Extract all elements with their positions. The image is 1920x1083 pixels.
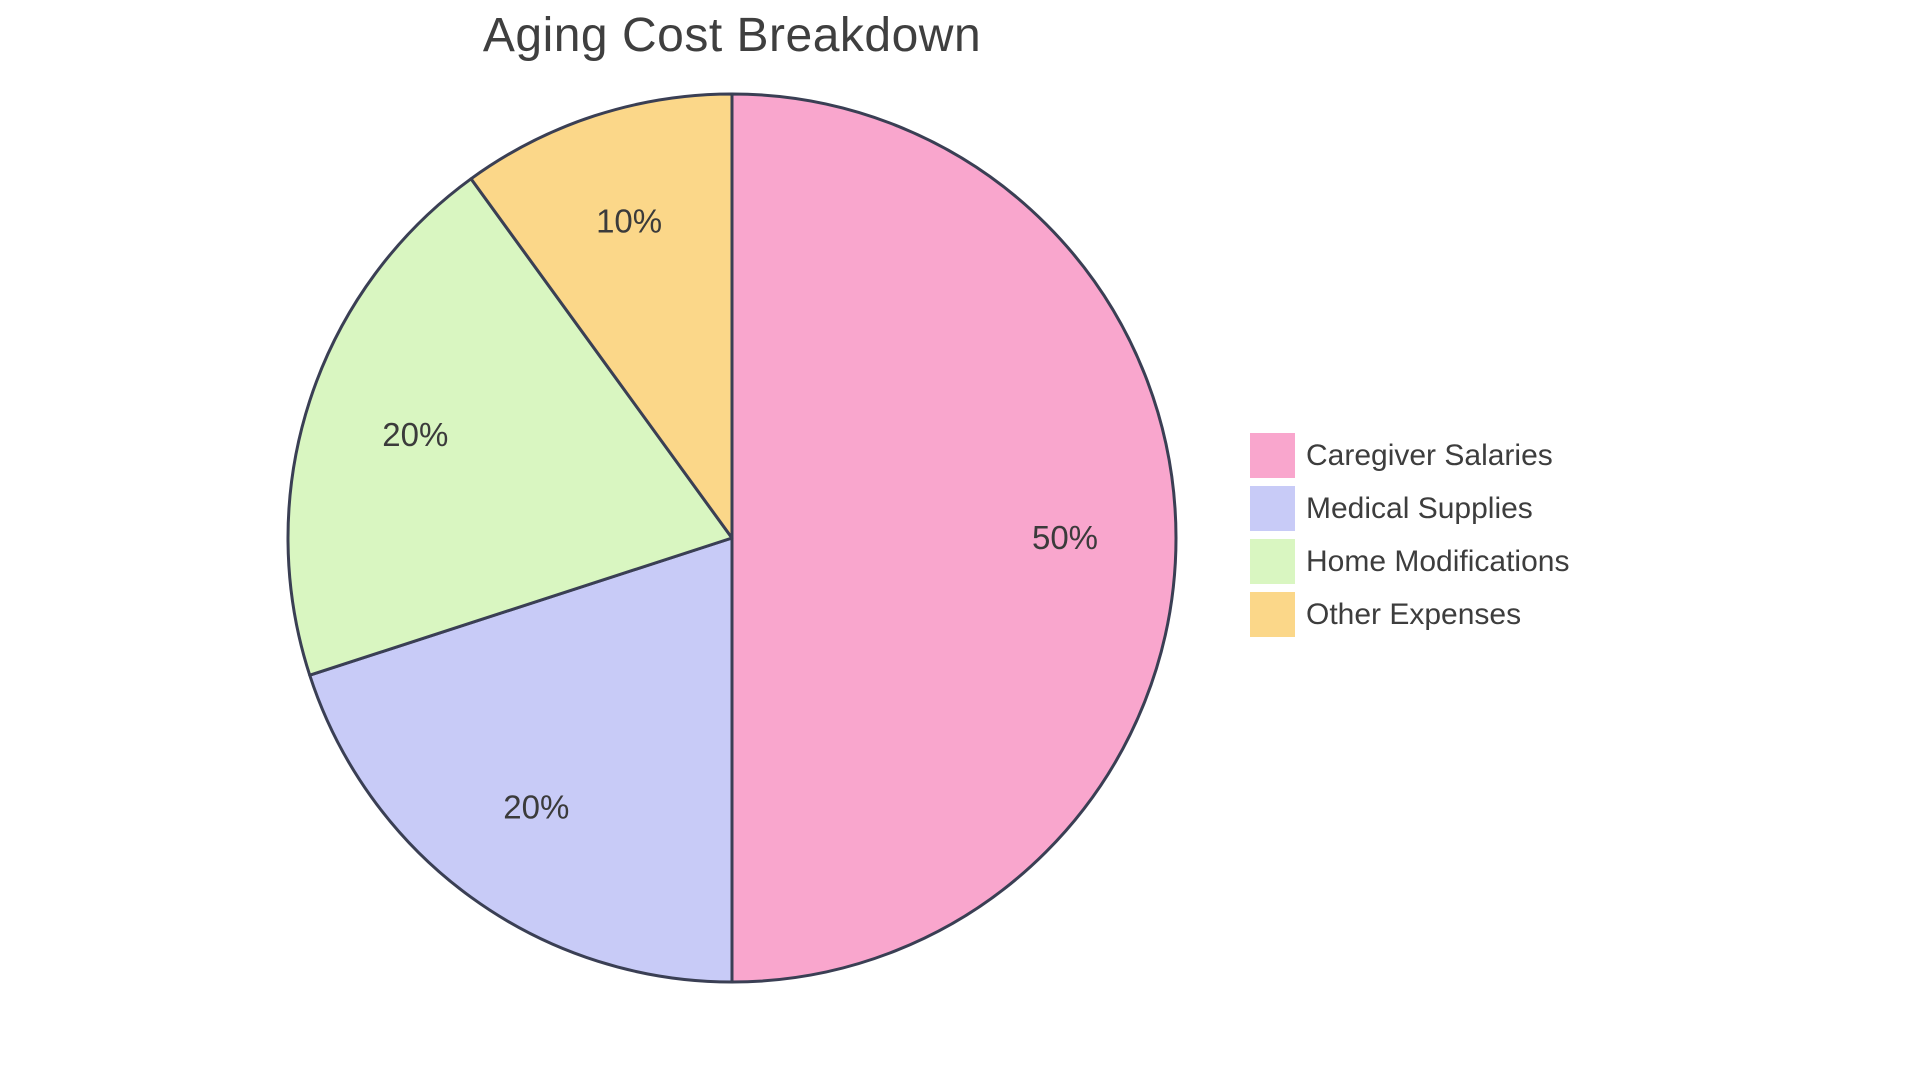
pie-slice-home-modifications[interactable] xyxy=(286,177,734,677)
legend-item-other-expenses[interactable]: Other Expenses xyxy=(1250,592,1569,637)
slice-percent-label-home-modifications: 20% xyxy=(382,416,448,453)
slice-percent-label-caregiver-salaries: 50% xyxy=(1032,519,1098,556)
legend-label: Medical Supplies xyxy=(1306,491,1533,525)
legend-item-home-modifications[interactable]: Home Modifications xyxy=(1250,539,1569,584)
legend-swatch-medical-supplies xyxy=(1250,486,1295,531)
pie-slice-medical-supplies[interactable] xyxy=(308,536,734,984)
slice-percent-label-medical-supplies: 20% xyxy=(503,788,569,825)
pie-slice-other-expenses[interactable] xyxy=(469,92,734,540)
legend-label: Caregiver Salaries xyxy=(1306,438,1553,472)
legend-swatch-other-expenses xyxy=(1250,592,1295,637)
legend-label: Home Modifications xyxy=(1306,544,1570,578)
chart-title: Aging Cost Breakdown xyxy=(482,9,982,62)
slice-percent-label-other-expenses: 10% xyxy=(596,202,662,239)
legend-item-caregiver-salaries[interactable]: Caregiver Salaries xyxy=(1250,433,1569,478)
pie-slice-caregiver-salaries[interactable] xyxy=(730,92,1178,984)
legend-swatch-home-modifications xyxy=(1250,539,1295,584)
legend-label: Other Expenses xyxy=(1306,597,1522,631)
chart-legend: Caregiver Salaries Medical Supplies Home… xyxy=(1250,433,1569,645)
legend-swatch-caregiver-salaries xyxy=(1250,433,1295,478)
legend-item-medical-supplies[interactable]: Medical Supplies xyxy=(1250,486,1569,531)
